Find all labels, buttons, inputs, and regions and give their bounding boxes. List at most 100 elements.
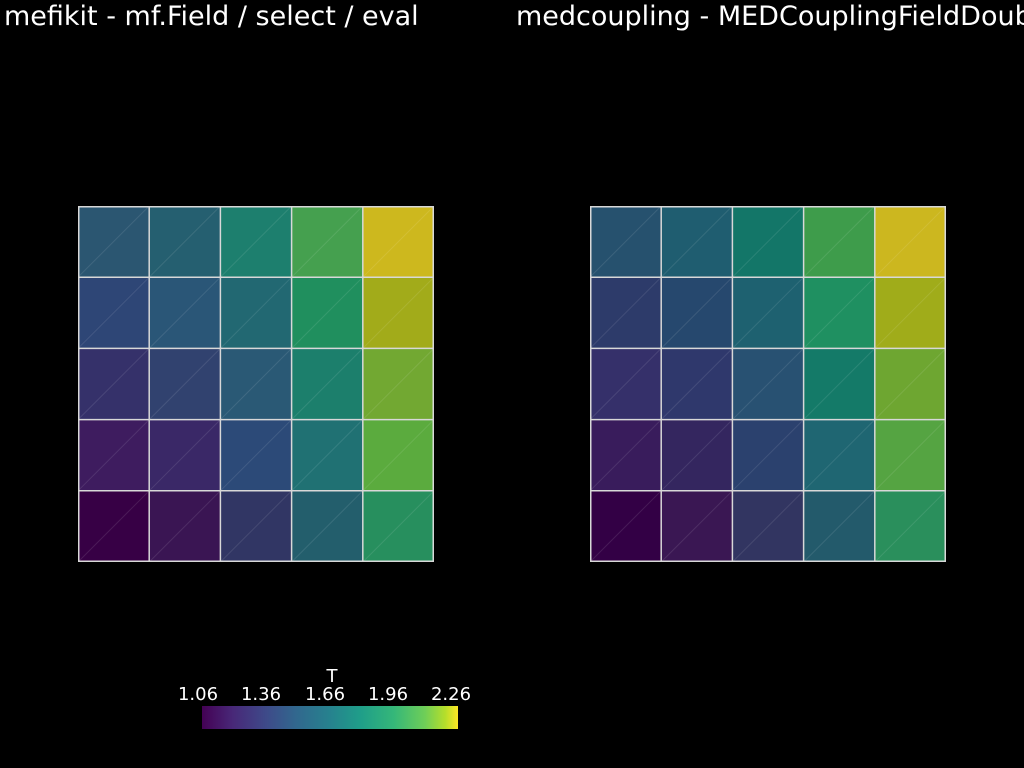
left-view-title: mefikit - mf.Field / select / eval [4,1,419,32]
mesh-cell [220,348,292,420]
mesh-cell [874,419,946,491]
mesh-cell [732,419,804,491]
mesh-diagonal [78,348,150,420]
mesh-cell [874,206,946,278]
mesh-cell [149,348,221,420]
mesh-diagonal [220,490,292,562]
mesh-cell [661,206,733,278]
mesh-cell [291,277,363,349]
mesh-cell [590,490,662,562]
mesh-diagonal [660,490,733,562]
mesh-cell [732,490,804,562]
mesh-diagonal [362,276,434,349]
mesh-diagonal [803,419,876,492]
mesh-cell [149,490,221,562]
mesh-cell [362,348,434,420]
mesh-cell [732,206,804,278]
mesh-diagonal [803,490,876,562]
mesh-cell [803,348,875,420]
mesh-cell [149,277,221,349]
mesh-diagonal [590,206,662,278]
mesh-diagonal [78,419,150,492]
mesh-diagonal [732,276,804,349]
mesh-diagonal [148,276,221,349]
mesh-diagonal [732,206,804,278]
mesh-diagonal [291,276,364,349]
mesh-cell [732,348,804,420]
mesh-diagonal [590,419,662,492]
mesh-diagonal [732,419,804,492]
mesh-diagonal [660,276,733,349]
mesh-diagonal [874,276,946,349]
mesh-cell [291,348,363,420]
mesh-diagonal [291,348,364,420]
mesh-diagonal [78,206,150,278]
left-field-viewport[interactable] [78,206,434,562]
mesh-diagonal [874,206,946,278]
mesh-cell [362,277,434,349]
mesh-cell [803,206,875,278]
mesh-diagonal [148,348,221,420]
mesh-diagonal [660,206,733,278]
mesh-cell [661,490,733,562]
colorbar-title: T [326,666,338,687]
mesh-diagonal [220,276,292,349]
mesh-cell [590,348,662,420]
mesh-cell [291,206,363,278]
mesh-diagonal [362,206,434,278]
mesh-cell [661,348,733,420]
mesh-cell [661,277,733,349]
colorbar-tick-label: 1.66 [304,684,346,705]
mesh-cell [220,277,292,349]
left-field-mesh [78,206,434,562]
mesh-diagonal [732,348,804,420]
mesh-cell [803,277,875,349]
mesh-cell [220,206,292,278]
mesh-cell [220,419,292,491]
mesh-cell [803,490,875,562]
mesh-diagonal [220,206,292,278]
mesh-diagonal [78,490,150,562]
mesh-cell [78,277,150,349]
colorbar-gradient [202,706,458,729]
mesh-cell [362,419,434,491]
mesh-diagonal [803,348,876,420]
mesh-diagonal [362,419,434,492]
mesh-diagonal [362,348,434,420]
right-field-mesh [590,206,946,562]
mesh-cell [732,277,804,349]
mesh-cell [590,419,662,491]
mesh-cell [220,490,292,562]
right-view-title: medcoupling - MEDCouplingFieldDouble [516,1,1024,32]
mesh-cell [291,490,363,562]
mesh-diagonal [148,490,221,562]
mesh-diagonal [590,276,662,349]
mesh-diagonal [291,490,364,562]
right-field-viewport[interactable] [590,206,946,562]
mesh-diagonal [660,348,733,420]
mesh-diagonal [803,276,876,349]
mesh-diagonal [590,490,662,562]
mesh-cell [590,206,662,278]
mesh-diagonal [220,419,292,492]
colorbar-tick-label: 1.36 [240,684,282,705]
colorbar-tick-label: 2.26 [430,684,472,705]
mesh-diagonal [660,419,733,492]
mesh-cell [149,419,221,491]
mesh-diagonal [874,490,946,562]
mesh-diagonal [220,348,292,420]
mesh-diagonal [148,206,221,278]
mesh-diagonal [874,348,946,420]
mesh-cell [362,490,434,562]
mesh-diagonal [78,276,150,349]
mesh-diagonal [291,419,364,492]
mesh-cell [149,206,221,278]
mesh-cell [661,419,733,491]
mesh-cell [78,490,150,562]
mesh-cell [78,348,150,420]
mesh-diagonal [590,348,662,420]
mesh-diagonal [362,490,434,562]
mesh-cell [874,277,946,349]
mesh-cell [291,419,363,491]
mesh-diagonal [732,490,804,562]
